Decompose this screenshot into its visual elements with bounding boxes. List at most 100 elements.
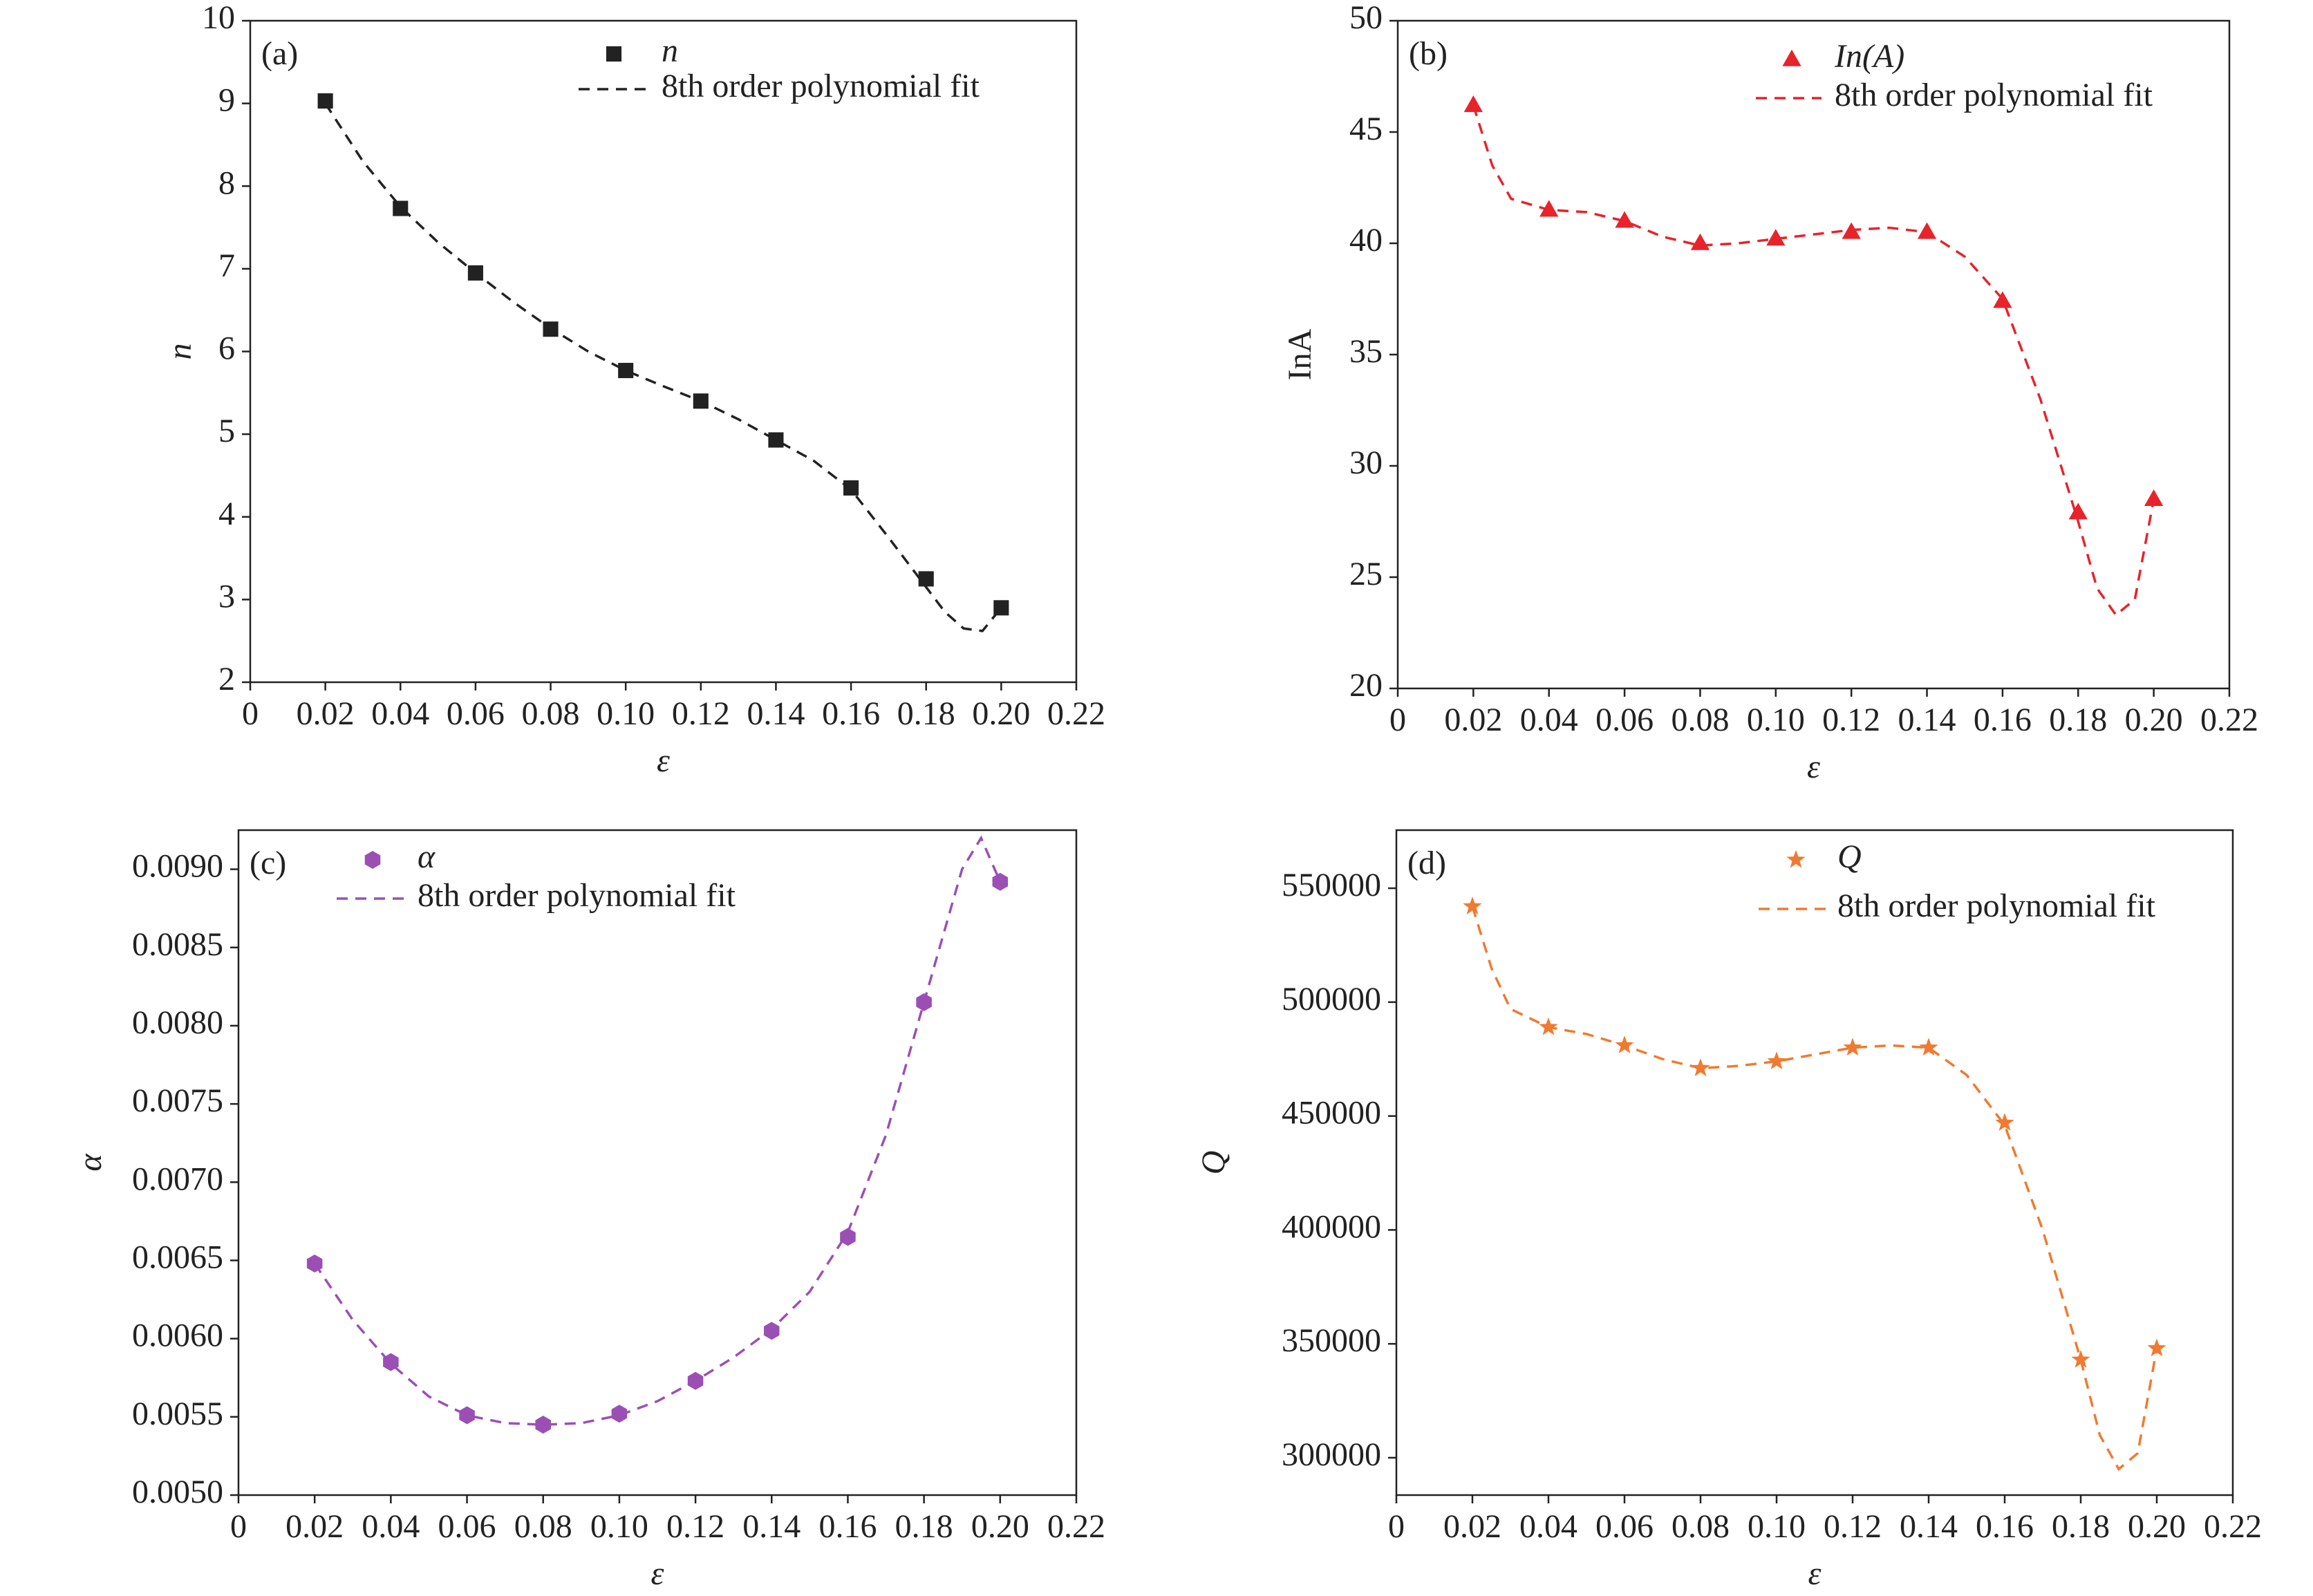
- marker: [2071, 1349, 2090, 1368]
- y-tick-label: 0.0050: [132, 1474, 223, 1510]
- y-tick-label: 500000: [1282, 981, 1381, 1017]
- x-axis-label: ε: [651, 1555, 664, 1592]
- y-tick-label: 9: [218, 82, 235, 119]
- x-tick-label: 0.06: [1595, 1508, 1654, 1545]
- x-tick-label: 0.04: [371, 695, 429, 732]
- y-tick-label: 40: [1349, 222, 1383, 259]
- y-tick-label: 45: [1349, 111, 1383, 147]
- plot-frame: [1395, 829, 2234, 1496]
- y-tick-label: 400000: [1282, 1208, 1381, 1245]
- x-tick-label: 0.02: [297, 695, 355, 732]
- y-tick-label: 20: [1349, 667, 1383, 704]
- plot-frame: [249, 19, 1078, 684]
- panel-label: (c): [250, 845, 286, 881]
- x-tick-label: 0.02: [1444, 702, 1502, 738]
- marker: [618, 362, 634, 379]
- marker: [992, 872, 1009, 891]
- x-tick-label: 0.22: [1047, 1508, 1105, 1545]
- x-tick-label: 0.18: [895, 1508, 953, 1545]
- y-tick-label: 0.0070: [132, 1161, 223, 1197]
- fit-line: [313, 835, 1002, 1426]
- x-tick-label: 0.14: [747, 695, 805, 732]
- marker: [1463, 95, 1483, 113]
- marker: [535, 1416, 551, 1434]
- marker: [393, 200, 409, 216]
- x-tick-label: 0.18: [2049, 702, 2107, 738]
- x-tick-label: 0.06: [447, 695, 505, 732]
- legend-label: 8th order polynomial fit: [418, 877, 736, 914]
- y-tick-label: 35: [1349, 333, 1383, 370]
- plot-frame: [1396, 19, 2231, 690]
- legend-label: 8th order polynomial fit: [662, 68, 980, 104]
- x-tick-label: 0.16: [818, 1508, 877, 1545]
- x-tick-label: 0.02: [1443, 1508, 1501, 1545]
- legend-marker: [364, 851, 381, 869]
- legend-marker: [1782, 49, 1801, 66]
- y-tick-label: 2: [218, 661, 235, 697]
- x-tick-label: 0.04: [362, 1508, 420, 1545]
- legend-label: Q: [1837, 838, 1862, 875]
- legend-label: 8th order polynomial fit: [1835, 77, 2153, 113]
- panel-label: (d): [1407, 845, 1446, 881]
- marker: [764, 1322, 780, 1340]
- y-tick-label: 0.0075: [132, 1082, 223, 1119]
- x-tick-label: 0.08: [514, 1508, 572, 1545]
- y-tick-label: 25: [1349, 556, 1383, 592]
- marker: [1767, 1051, 1786, 1070]
- y-tick-label: 4: [218, 496, 235, 532]
- marker: [1690, 233, 1710, 250]
- marker: [611, 1405, 628, 1423]
- x-tick-label: 0.12: [672, 695, 730, 732]
- marker: [1995, 1113, 2014, 1132]
- panel-label: (b): [1409, 35, 1448, 72]
- marker: [1463, 896, 1482, 914]
- marker: [840, 1228, 856, 1246]
- marker: [459, 1406, 475, 1425]
- x-tick-label: 0.10: [597, 695, 655, 732]
- x-tick-label: 0.10: [1747, 702, 1805, 738]
- x-tick-label: 0.20: [2125, 702, 2183, 738]
- fit-line: [324, 102, 1002, 632]
- x-tick-label: 0.16: [822, 695, 880, 732]
- y-axis-label: α: [72, 1154, 109, 1172]
- y-tick-label: 550000: [1282, 867, 1381, 903]
- x-tick-label: 0.10: [1748, 1508, 1806, 1545]
- plot-frame: [237, 829, 1078, 1496]
- y-tick-label: 350000: [1282, 1322, 1381, 1359]
- marker: [317, 93, 333, 109]
- y-tick-label: 6: [218, 330, 235, 367]
- y-tick-label: 0.0085: [132, 926, 223, 963]
- x-tick-label: 0.22: [1047, 695, 1105, 732]
- x-tick-label: 0.08: [1671, 702, 1729, 738]
- y-tick-label: 7: [218, 247, 235, 284]
- legend-label: α: [418, 838, 436, 875]
- x-tick-label: 0.22: [2204, 1508, 2262, 1545]
- y-tick-label: 300000: [1282, 1436, 1381, 1473]
- x-tick-label: 0.20: [971, 1508, 1029, 1545]
- x-tick-label: 0.16: [1974, 702, 2032, 738]
- x-tick-label: 0.10: [590, 1508, 648, 1545]
- x-tick-label: 0: [230, 1508, 247, 1545]
- y-axis-label: Q: [1195, 1151, 1232, 1175]
- x-tick-label: 0.14: [1898, 702, 1956, 738]
- x-tick-label: 0.18: [897, 695, 955, 732]
- x-tick-label: 0.12: [1822, 702, 1880, 738]
- y-tick-label: 5: [218, 413, 235, 449]
- x-tick-label: 0.02: [285, 1508, 344, 1545]
- marker: [918, 571, 934, 587]
- fit-line: [1472, 104, 2155, 617]
- marker: [2147, 1338, 2166, 1357]
- x-tick-label: 0.06: [1595, 702, 1654, 738]
- x-tick-label: 0.20: [2128, 1508, 2186, 1545]
- x-tick-label: 0.14: [742, 1508, 800, 1545]
- x-tick-label: 0.08: [1671, 1508, 1730, 1545]
- y-tick-label: 0.0055: [132, 1396, 223, 1432]
- marker: [1615, 211, 1634, 228]
- marker: [1993, 291, 2012, 308]
- y-tick-label: 0.0065: [132, 1239, 223, 1275]
- legend-label: In(A): [1834, 38, 1904, 75]
- marker: [768, 432, 784, 448]
- x-tick-label: 0: [242, 695, 259, 732]
- x-tick-label: 0.16: [1976, 1508, 2034, 1545]
